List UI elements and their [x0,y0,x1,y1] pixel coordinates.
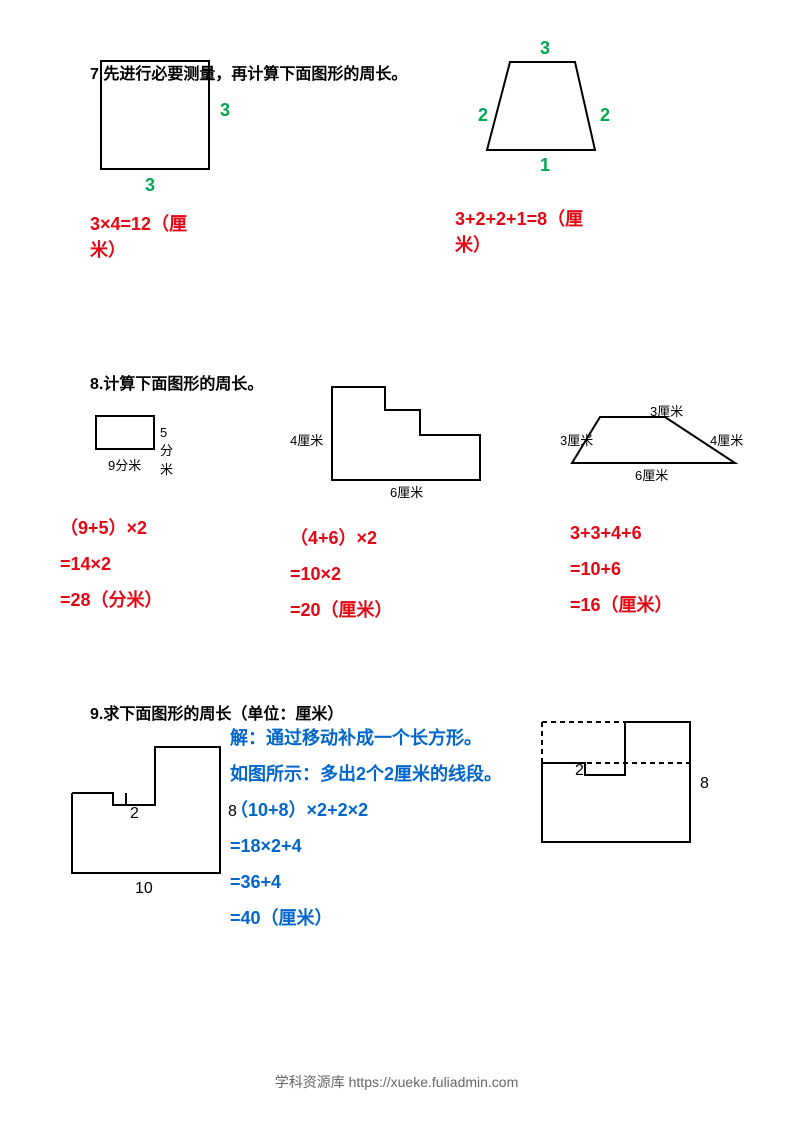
question-9: 9.求下面图形的周长（单位：厘米） 2 8 10 解：通过移动补成一个长方形。 … [50,700,743,1050]
q8-shape2-group: 4厘米 6厘米 （4+6）×2 =10×2 =20（厘米） [290,415,490,628]
question-7: 7.先进行必要测量，再计算下面图形的周长。 3 3 3×4=12（厘米） 3 2… [50,60,743,340]
q8-s2-a3: =20（厘米） [290,592,490,628]
q7-trap-bottom: 1 [540,155,550,176]
q7-square [100,60,210,170]
q8-s3-right: 4厘米 [710,430,743,449]
q8-s2-a1: （4+6）×2 [290,520,490,556]
footer: 学科资源库 https://xueke.fuliadmin.com [0,1072,793,1092]
q8-step-shape [330,385,490,485]
q9-e3: （10+8）×2+2×2 [230,792,530,828]
q8-shape3-group: 3厘米 3厘米 4厘米 6厘米 3+3+4+6 =10+6 =16（厘米） [570,415,745,623]
q9-left-shape: 2 8 10 [70,745,230,885]
q9-e6: =40（厘米） [230,900,530,936]
q7-answer-left: 3×4=12（厘米） [90,210,210,262]
q9-explanation: 解：通过移动补成一个长方形。 如图所示：多出2个2厘米的线段。 （10+8）×2… [230,720,530,936]
q7-square-right-label: 3 [220,100,230,121]
q8-s3-left: 3厘米 [560,430,593,449]
q7-left-group: 3 3 3×4=12（厘米） [100,60,210,170]
q8-s2-answer: （4+6）×2 =10×2 =20（厘米） [290,520,490,628]
q8-rect [95,415,155,450]
q7-trap-right: 2 [600,105,610,126]
q8-s1-h: 5分米 [160,425,173,478]
q8-s3-top: 3厘米 [650,401,683,420]
q9-r-8: 8 [700,775,709,793]
q7-trap-left: 2 [478,105,488,126]
q9-e2: 如图所示：多出2个2厘米的线段。 [230,756,530,792]
q8-s1-a2: =14×2 [60,546,163,582]
q8-shape1-group: 5分米 9分米 （9+5）×2 =14×2 =28（分米） [60,415,163,618]
q8-s1-a1: （9+5）×2 [60,510,163,546]
q8-s3-bottom: 6厘米 [635,465,668,484]
q8-s3-a2: =10+6 [570,551,745,587]
q9-shape2-svg [540,720,700,850]
q9-r-2: 2 [575,762,584,780]
q7-trap-top: 3 [540,38,550,59]
q7-answer-right: 3+2+2+1=8（厘米） [455,205,605,257]
q9-right-shape: 2 8 [540,720,700,855]
q8-s1-a3: =28（分米） [60,582,163,618]
q9-l-2: 2 [130,805,139,823]
q7-trapezoid [485,60,605,155]
q8-s3-a3: =16（厘米） [570,587,745,623]
q8-s2-a2: =10×2 [290,556,490,592]
q7-right-group: 3 2 2 1 3+2+2+1=8（厘米） [430,60,605,160]
q8-s1-answer: （9+5）×2 =14×2 =28（分米） [60,510,163,618]
q9-e1: 解：通过移动补成一个长方形。 [230,720,530,756]
q9-l-10: 10 [135,880,153,898]
q8-s2-h: 4厘米 [290,430,323,449]
q8-s3-a1: 3+3+4+6 [570,515,745,551]
q8-s3-answer: 3+3+4+6 =10+6 =16（厘米） [570,515,745,623]
q8-s2-w: 6厘米 [390,482,423,501]
q9-shape-svg [70,745,230,880]
q7-square-bottom-label: 3 [145,175,155,196]
q9-e5: =36+4 [230,864,530,900]
q9-e4: =18×2+4 [230,828,530,864]
question-8: 8.计算下面图形的周长。 5分米 9分米 （9+5）×2 =14×2 =28（分… [50,370,743,680]
q8-s1-w: 9分米 [108,455,141,474]
